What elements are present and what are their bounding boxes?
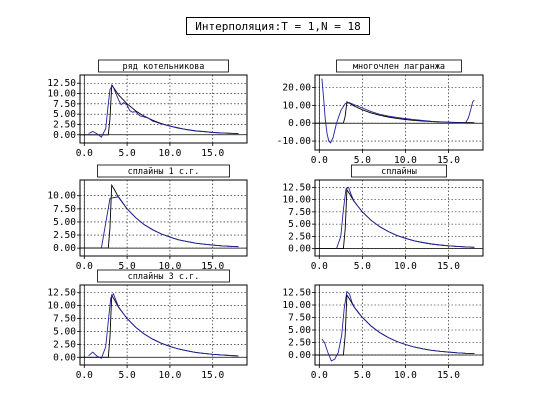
- y-tick-label: 7.50: [288, 313, 311, 324]
- original-signal-line: [80, 183, 239, 249]
- y-tick-label: 12.50: [282, 182, 311, 193]
- x-tick-label: 0.0: [311, 261, 328, 272]
- x-tick-label: 15.0: [437, 155, 460, 166]
- y-tick-label: 0.00: [288, 244, 311, 255]
- x-tick-label: 15.0: [201, 370, 224, 381]
- original-signal-line: [315, 188, 475, 250]
- x-tick-label: 10.0: [158, 370, 181, 381]
- chart-panel-5: 0.0 5.0 10.0 15.0 0.00 2.50 5.007.50 10.00 12.50…: [47, 269, 248, 381]
- plot-frame: [314, 74, 484, 151]
- x-tick-label: 15.0: [201, 261, 224, 272]
- y-tick-label: 2.50: [53, 119, 76, 130]
- y-tick-label: 5.00: [288, 325, 311, 336]
- original-signal-line: [315, 293, 475, 356]
- y-tick-label: 2.50: [53, 230, 76, 241]
- chart-title: ряд котельникова: [123, 62, 205, 72]
- x-tick-label: 10.0: [158, 148, 181, 159]
- y-tick-label: 7.50: [53, 204, 76, 215]
- x-tick-label: 0.0: [76, 148, 93, 159]
- y-tick-label: 2.50: [288, 231, 311, 242]
- original-signal-line: [315, 101, 475, 124]
- y-tick-label: 5.00: [53, 217, 76, 228]
- y-tick-label: 10.00: [47, 89, 76, 100]
- interpolation-line: [100, 196, 239, 249]
- interpolation-line: [321, 78, 475, 144]
- y-tick-label: 5.00: [288, 219, 311, 230]
- y-tick-label: 5.00: [53, 326, 76, 337]
- plot-frame: [79, 74, 248, 144]
- y-tick-label: 7.50: [288, 207, 311, 218]
- x-tick-label: 0.0: [311, 155, 328, 166]
- y-tick-label: 10.00: [282, 100, 311, 111]
- chart-panel-2: 0.0 5.0 10.0 15.0 -10.00 0.00 10.00 20.00 многоч…: [277, 59, 484, 166]
- y-tick-label: 2.50: [288, 338, 311, 349]
- x-tick-label: 0.0: [76, 370, 93, 381]
- main-title: Интерполяция:T = 1,N = 18: [186, 17, 370, 35]
- x-tick-label: 10.0: [158, 261, 181, 272]
- x-tick-label: 10.0: [394, 370, 417, 381]
- y-tick-label: 12.50: [47, 78, 76, 89]
- y-tick-label: 7.50: [53, 314, 76, 325]
- plot-frame: [314, 179, 484, 257]
- chart-title-box: [98, 59, 229, 73]
- chart-title: сплайны: [381, 167, 417, 177]
- x-tick-label: 15.0: [437, 261, 460, 272]
- x-tick-label: 0.0: [311, 370, 328, 381]
- y-tick-label: 0.00: [53, 130, 76, 141]
- original-signal-line: [80, 84, 239, 136]
- x-tick-label: 15.0: [437, 370, 460, 381]
- x-tick-label: 10.0: [394, 261, 417, 272]
- interpolation-line: [88, 84, 239, 138]
- y-tick-label: 10.00: [282, 195, 311, 206]
- y-tick-label: 10.00: [282, 300, 311, 311]
- plot-frame: [314, 284, 484, 366]
- chart-panel-1: 0.0 5.0 10.0 15.0 0.002.505.007.5010.0012.50…: [47, 59, 248, 159]
- x-tick-label: 0.0: [76, 261, 93, 272]
- chart-panel-3: 0.0 5.0 10.0 15.0 0.00 2.50 5.00 7.50 10.00 сплай…: [47, 164, 248, 272]
- chart-title-box: [351, 164, 447, 178]
- x-tick-label: 5.0: [119, 370, 136, 381]
- chart-title: сплайны 1 с.г.: [128, 167, 200, 177]
- y-tick-label: 0.00: [53, 243, 76, 254]
- y-tick-label: 0.00: [288, 350, 311, 361]
- y-tick-label: 10.00: [47, 301, 76, 312]
- y-tick-label: 10.00: [47, 191, 76, 202]
- x-tick-label: 5.0: [119, 261, 136, 272]
- x-tick-label: 15.0: [201, 148, 224, 159]
- y-tick-label: 0.00: [53, 352, 76, 363]
- y-tick-label: 2.50: [53, 339, 76, 350]
- interpolation-line: [88, 292, 239, 359]
- x-tick-label: 5.0: [354, 155, 371, 166]
- y-tick-label: 20.00: [282, 83, 311, 94]
- chart-title-box: [97, 269, 230, 283]
- plot-frame: [79, 179, 248, 257]
- chart-title: многочлен лагранжа: [353, 62, 445, 72]
- y-tick-label: 12.50: [282, 288, 311, 299]
- y-tick-label: 7.50: [53, 99, 76, 110]
- x-tick-label: 5.0: [354, 370, 371, 381]
- y-tick-label: 12.50: [47, 288, 76, 299]
- interpolation-line: [336, 186, 475, 249]
- x-tick-label: 5.0: [354, 261, 371, 272]
- y-tick-label: -10.00: [277, 136, 312, 147]
- y-tick-label: 5.00: [53, 109, 76, 120]
- x-tick-label: 10.0: [394, 155, 417, 166]
- chart-title: сплайны 3 с.г.: [128, 272, 200, 282]
- x-tick-label: 5.0: [119, 148, 136, 159]
- original-signal-line: [80, 293, 239, 358]
- chart-title-box: [336, 59, 462, 73]
- chart-title-box: [97, 164, 230, 178]
- plot-frame: [79, 284, 248, 366]
- y-tick-label: 0.00: [288, 118, 311, 129]
- interpolation-line: [321, 290, 475, 362]
